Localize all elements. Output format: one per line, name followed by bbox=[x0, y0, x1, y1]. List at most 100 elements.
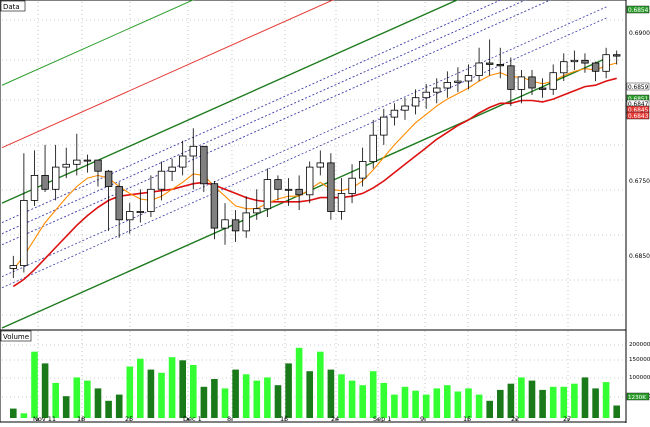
candle-body bbox=[41, 174, 49, 190]
candle-body bbox=[327, 162, 335, 212]
candle-body bbox=[517, 76, 526, 90]
candle-body bbox=[284, 188, 293, 191]
candle-body bbox=[549, 72, 557, 90]
volume-tag-label: 1230K bbox=[628, 395, 646, 401]
volume-bar bbox=[327, 369, 335, 418]
volume-bar bbox=[179, 360, 186, 418]
candle-body bbox=[52, 166, 60, 190]
x-tick-label: Dec 1 bbox=[183, 415, 202, 423]
volume-bar bbox=[137, 358, 144, 418]
channel-outer-green-line bbox=[1, 0, 195, 86]
candle-body bbox=[485, 62, 494, 65]
volume-bar bbox=[84, 380, 91, 418]
price-tag bbox=[626, 111, 650, 120]
volume-bar bbox=[306, 371, 313, 418]
candle-body bbox=[369, 134, 377, 162]
candle-body bbox=[83, 159, 92, 162]
channel-red-line bbox=[1, 0, 335, 149]
volume-bar bbox=[380, 382, 388, 418]
volume-bar bbox=[401, 386, 409, 418]
volume-bar bbox=[295, 347, 303, 418]
candle-body bbox=[210, 183, 219, 229]
axes: Nov 11 18 25 Dec 1 8 15 24 Sep 1 9 15 22 27 0.6900 0.… bbox=[33, 5, 650, 423]
candle-body bbox=[231, 219, 240, 232]
volume-bar bbox=[581, 377, 589, 418]
volume-bar bbox=[507, 383, 515, 418]
volume-bar bbox=[444, 385, 451, 418]
candle-body bbox=[390, 109, 399, 118]
x-tick-label: 9 bbox=[420, 415, 424, 423]
volume-bar bbox=[168, 357, 176, 418]
volume-bar bbox=[62, 396, 70, 418]
candle-body bbox=[316, 162, 324, 168]
volume-bar bbox=[518, 377, 525, 418]
candle-body bbox=[496, 64, 504, 67]
volume-bar bbox=[412, 390, 419, 418]
volume-bar bbox=[10, 408, 17, 418]
candle-body bbox=[242, 212, 250, 232]
x-tick-label: 25 bbox=[125, 415, 133, 423]
volume-bar bbox=[560, 386, 568, 418]
y-tick-label: 0.6850 bbox=[629, 253, 650, 260]
volume-bar bbox=[528, 380, 536, 418]
volume-bar bbox=[465, 388, 472, 418]
volume-bar bbox=[221, 388, 229, 418]
candle-body bbox=[62, 163, 70, 168]
candle-body bbox=[200, 145, 208, 185]
candle-body bbox=[115, 186, 123, 221]
candle-body bbox=[178, 155, 187, 168]
volume-bar bbox=[115, 394, 123, 418]
volume-bar bbox=[539, 389, 546, 418]
volume-bar bbox=[391, 394, 398, 418]
candle-body bbox=[581, 59, 589, 64]
candle-body bbox=[348, 177, 356, 194]
volume-bar bbox=[454, 391, 462, 418]
volume-bar bbox=[369, 371, 377, 418]
volume-bar bbox=[158, 372, 165, 418]
volume-tick-label: 100000K bbox=[629, 375, 650, 381]
price-panel bbox=[0, 0, 627, 331]
volume-bar bbox=[571, 383, 578, 418]
candle-body bbox=[94, 159, 102, 172]
candle-body bbox=[570, 59, 579, 63]
candle-body bbox=[157, 170, 166, 190]
price-tag-label: 0.6843 bbox=[628, 114, 649, 120]
volume-bar bbox=[285, 363, 292, 418]
volume-bar bbox=[200, 386, 208, 418]
candle-body bbox=[263, 179, 272, 210]
volume-bar bbox=[232, 369, 239, 418]
price-tag-label: 0.6847 bbox=[628, 102, 649, 108]
volume-bar bbox=[274, 385, 282, 418]
x-tick-label: 27 bbox=[563, 415, 571, 423]
volume-tick-label: 150000K bbox=[629, 357, 650, 363]
volume-tag bbox=[626, 392, 650, 401]
volume-bar bbox=[486, 400, 493, 418]
candle-body bbox=[538, 87, 547, 90]
candle-body bbox=[358, 161, 367, 179]
volume-bar bbox=[253, 380, 261, 418]
candle-body bbox=[401, 105, 409, 111]
candle-body bbox=[433, 87, 441, 93]
volume-bar bbox=[264, 377, 271, 418]
volume-bar bbox=[433, 388, 441, 418]
volume-bar bbox=[73, 377, 81, 418]
volume-bar bbox=[126, 366, 134, 418]
candle-body bbox=[253, 208, 261, 214]
volume-panel-title: Volume bbox=[3, 333, 29, 341]
candle-body bbox=[560, 61, 568, 74]
candle-body bbox=[411, 97, 420, 107]
volume-bar bbox=[613, 405, 620, 418]
channel-dotted-lower-2 bbox=[1, 16, 609, 289]
candle-body bbox=[9, 265, 17, 269]
y-tick-label: 0.6750 bbox=[629, 178, 650, 185]
channel-dotted-lower-1 bbox=[1, 5, 609, 278]
price-panel-title: Data bbox=[3, 3, 20, 11]
x-tick-label: 18 bbox=[77, 415, 85, 423]
volume-bar bbox=[52, 382, 59, 418]
candle-body bbox=[73, 159, 81, 165]
candle-body bbox=[422, 91, 430, 99]
x-tick-label: 8 bbox=[227, 415, 231, 423]
candle-body bbox=[591, 62, 600, 72]
candle-body bbox=[602, 54, 610, 72]
